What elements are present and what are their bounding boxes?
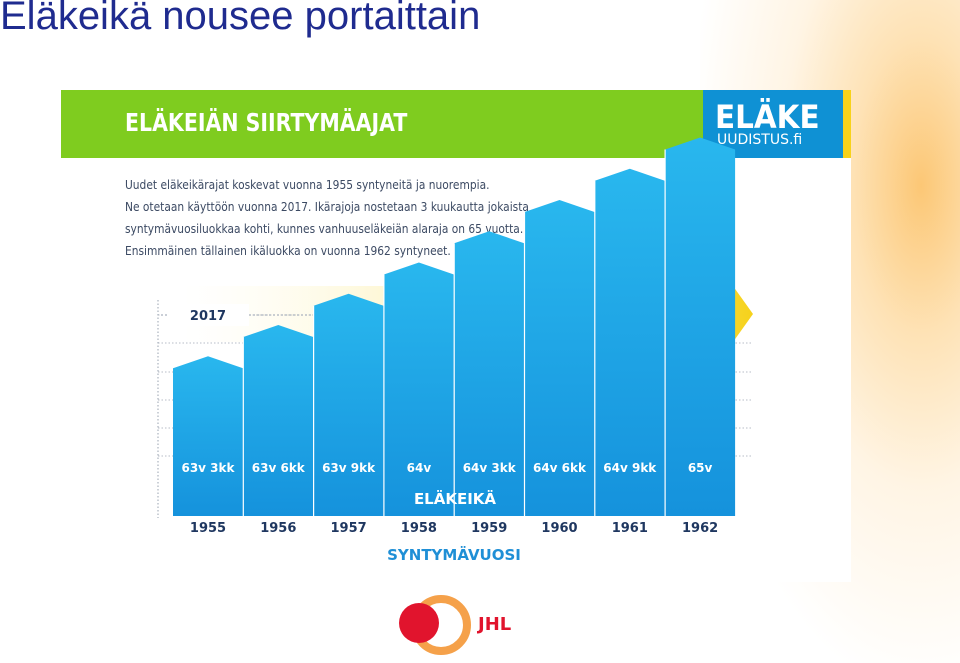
jhl-logo-red-dot [399,603,439,643]
banner-title: ELÄKEIÄN SIIRTYMÄAJAT [125,108,408,137]
x-tick-1961: 1961 [612,521,648,536]
data-label-1959: 64v 3kk [463,461,517,475]
data-label-1961: 64v 9kk [603,461,657,475]
bar-1961 [594,168,665,516]
value-axis-title: ELÄKEIKÄ [414,489,496,508]
infographic: ELÄKEIÄN SIIRTYMÄAJAT ELÄKE UUDISTUS.fi … [61,90,851,582]
data-label-1956: 63v 6kk [252,461,306,475]
intro-line-2: Ne otetaan käyttöön vuonna 2017. Ikärajo… [125,199,529,214]
intro-line-1: Uudet eläkeikärajat koskevat vuonna 1955… [125,177,490,192]
data-label-1957: 63v 9kk [322,461,376,475]
x-tick-1957: 1957 [331,521,367,536]
logo-main-text: ELÄKE [715,98,820,136]
x-tick-1958: 1958 [401,521,437,536]
x-tick-1956: 1956 [260,521,296,536]
intro-line-3: syntymävuosiluokkaa kohti, kunnes vanhuu… [125,221,524,236]
x-tick-1962: 1962 [682,521,718,536]
x-axis-title: SYNTYMÄVUOSI [387,545,521,564]
logo-stripe [843,90,851,158]
bar-1957 [313,293,384,516]
logo-sub-text: UUDISTUS.fi [717,132,803,148]
bar-1962 [665,137,736,516]
intro-text: Uudet eläkeikärajat koskevat vuonna 1955… [125,174,529,262]
jhl-logo: JHL [399,595,511,655]
bar-1955 [173,356,243,516]
timeline-start-box [167,304,249,326]
bar-1956 [243,325,314,516]
x-tick-1955: 1955 [190,521,226,536]
data-label-1955: 63v 3kk [181,461,235,475]
data-label-1962: 65v [688,461,713,475]
bars [173,137,736,516]
timeline-start-label: 2017 [190,309,226,324]
x-tick-1960: 1960 [541,521,577,536]
bar-1958 [383,262,454,516]
bar-1959 [454,231,525,516]
labels: 63v 3kk 1955 63v 6kk 1956 63v 9kk 1957 64v 1958… [181,461,718,536]
slide-title: Eläkeikä nousee portaittain [0,0,481,38]
data-label-1958: 64v [407,461,432,475]
x-tick-1959: 1959 [471,521,507,536]
intro-line-4: Ensimmäinen tällainen ikäluokka on vuonn… [125,243,451,258]
bar-1960 [524,200,595,516]
data-label-1960: 64v 6kk [533,461,587,475]
jhl-logo-text: JHL [476,614,511,635]
elakeuudistus-logo: ELÄKE UUDISTUS.fi [703,90,851,158]
